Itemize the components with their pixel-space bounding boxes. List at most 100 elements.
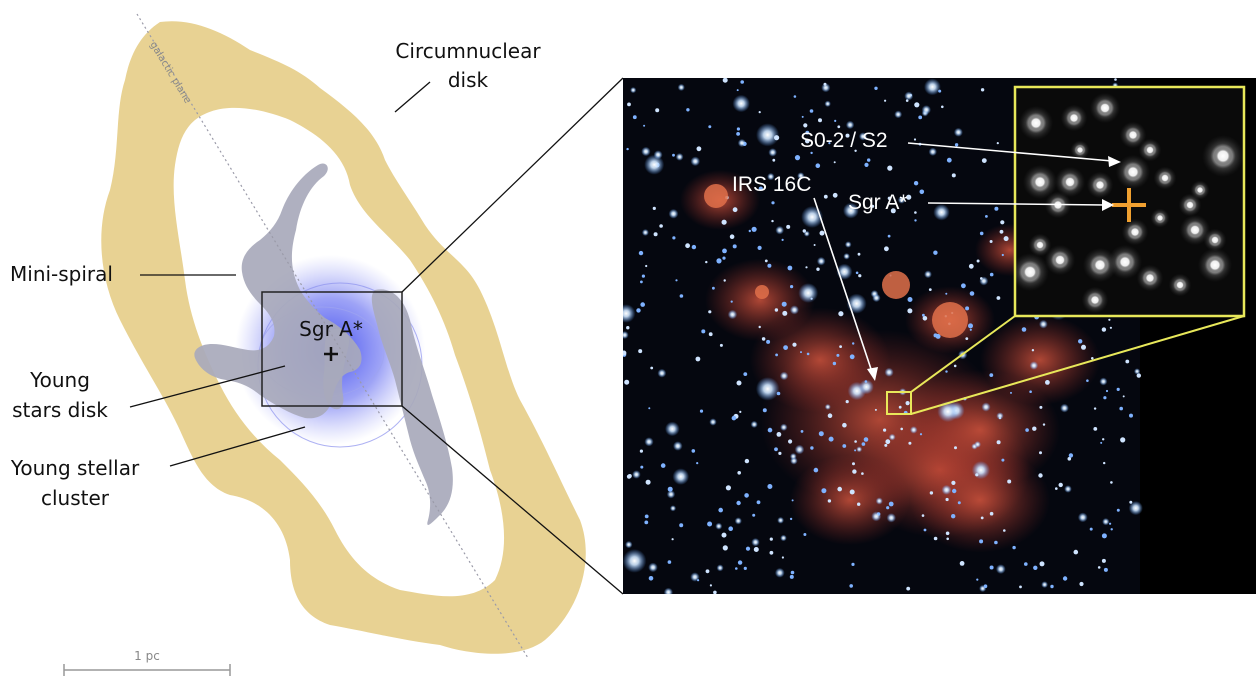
inset-star xyxy=(1143,271,1157,285)
star xyxy=(1010,391,1012,394)
star xyxy=(789,574,794,579)
inset-connector-upper xyxy=(910,315,1016,393)
star xyxy=(695,356,701,362)
star xyxy=(1019,585,1022,589)
star xyxy=(751,226,757,232)
star xyxy=(648,562,658,573)
star xyxy=(777,516,784,524)
star xyxy=(996,296,1001,300)
star xyxy=(660,463,666,468)
star xyxy=(1136,373,1142,378)
star xyxy=(731,415,737,421)
star xyxy=(994,540,998,545)
star xyxy=(679,523,684,528)
star xyxy=(832,192,838,198)
star xyxy=(1032,426,1037,431)
star xyxy=(652,206,656,210)
star xyxy=(659,224,663,228)
star xyxy=(872,293,881,303)
star xyxy=(675,279,678,282)
star xyxy=(945,370,948,373)
star xyxy=(771,201,775,205)
star xyxy=(672,236,676,240)
star xyxy=(933,250,938,255)
star xyxy=(1064,485,1072,493)
star xyxy=(894,110,903,119)
star xyxy=(989,373,994,377)
star xyxy=(1103,396,1107,400)
star xyxy=(667,486,673,492)
star xyxy=(994,206,999,211)
star xyxy=(679,294,684,298)
star xyxy=(985,215,988,218)
star xyxy=(875,497,883,505)
star xyxy=(767,427,773,433)
star xyxy=(959,561,965,566)
star xyxy=(913,181,919,186)
red-star xyxy=(882,271,910,299)
nebula-blob xyxy=(790,455,910,545)
star xyxy=(699,409,704,413)
star xyxy=(644,437,654,447)
star xyxy=(1079,581,1084,587)
star xyxy=(1089,527,1093,531)
s02-arrow-line xyxy=(907,142,1113,162)
star xyxy=(924,270,932,279)
star xyxy=(1039,405,1043,409)
star xyxy=(1050,584,1054,589)
star xyxy=(775,225,784,235)
star xyxy=(805,130,810,135)
star xyxy=(809,109,814,113)
star xyxy=(732,94,750,113)
inset-star xyxy=(1209,234,1221,246)
star xyxy=(1103,567,1108,572)
star xyxy=(801,206,824,228)
star xyxy=(852,462,855,466)
star xyxy=(941,105,944,109)
star xyxy=(803,230,810,237)
star xyxy=(821,83,831,93)
star xyxy=(989,565,994,570)
star xyxy=(842,422,847,428)
star xyxy=(721,219,727,225)
star xyxy=(725,485,732,491)
star xyxy=(653,232,658,237)
star xyxy=(758,186,763,191)
star xyxy=(887,234,891,238)
star xyxy=(979,539,984,544)
star xyxy=(743,566,747,571)
star xyxy=(856,446,863,453)
circumnuclear-label-line2: disk xyxy=(448,68,489,92)
star xyxy=(691,244,697,250)
star xyxy=(1038,473,1043,478)
star xyxy=(673,441,683,451)
star xyxy=(1129,500,1133,504)
star xyxy=(775,353,778,357)
star xyxy=(857,502,861,506)
star xyxy=(803,533,807,536)
star xyxy=(887,165,893,171)
star xyxy=(787,265,793,271)
star xyxy=(744,458,750,464)
zoom-connector-bottom xyxy=(401,405,624,595)
inset-star-field xyxy=(1015,92,1244,314)
star xyxy=(644,154,665,175)
inset-star xyxy=(1052,252,1068,268)
star xyxy=(907,297,913,302)
inset-star xyxy=(1091,256,1109,274)
sgra-arrow-head xyxy=(1102,199,1114,211)
star xyxy=(828,436,834,442)
star xyxy=(823,82,827,86)
star xyxy=(630,87,637,94)
star xyxy=(1025,428,1029,432)
star xyxy=(623,549,647,573)
star xyxy=(709,418,717,426)
star xyxy=(641,229,649,236)
star xyxy=(640,280,643,284)
star xyxy=(951,514,956,519)
star xyxy=(957,501,961,505)
star xyxy=(632,115,637,120)
inset-star xyxy=(1020,262,1040,282)
star xyxy=(1003,529,1006,532)
circumnuclear-disk xyxy=(101,21,586,654)
